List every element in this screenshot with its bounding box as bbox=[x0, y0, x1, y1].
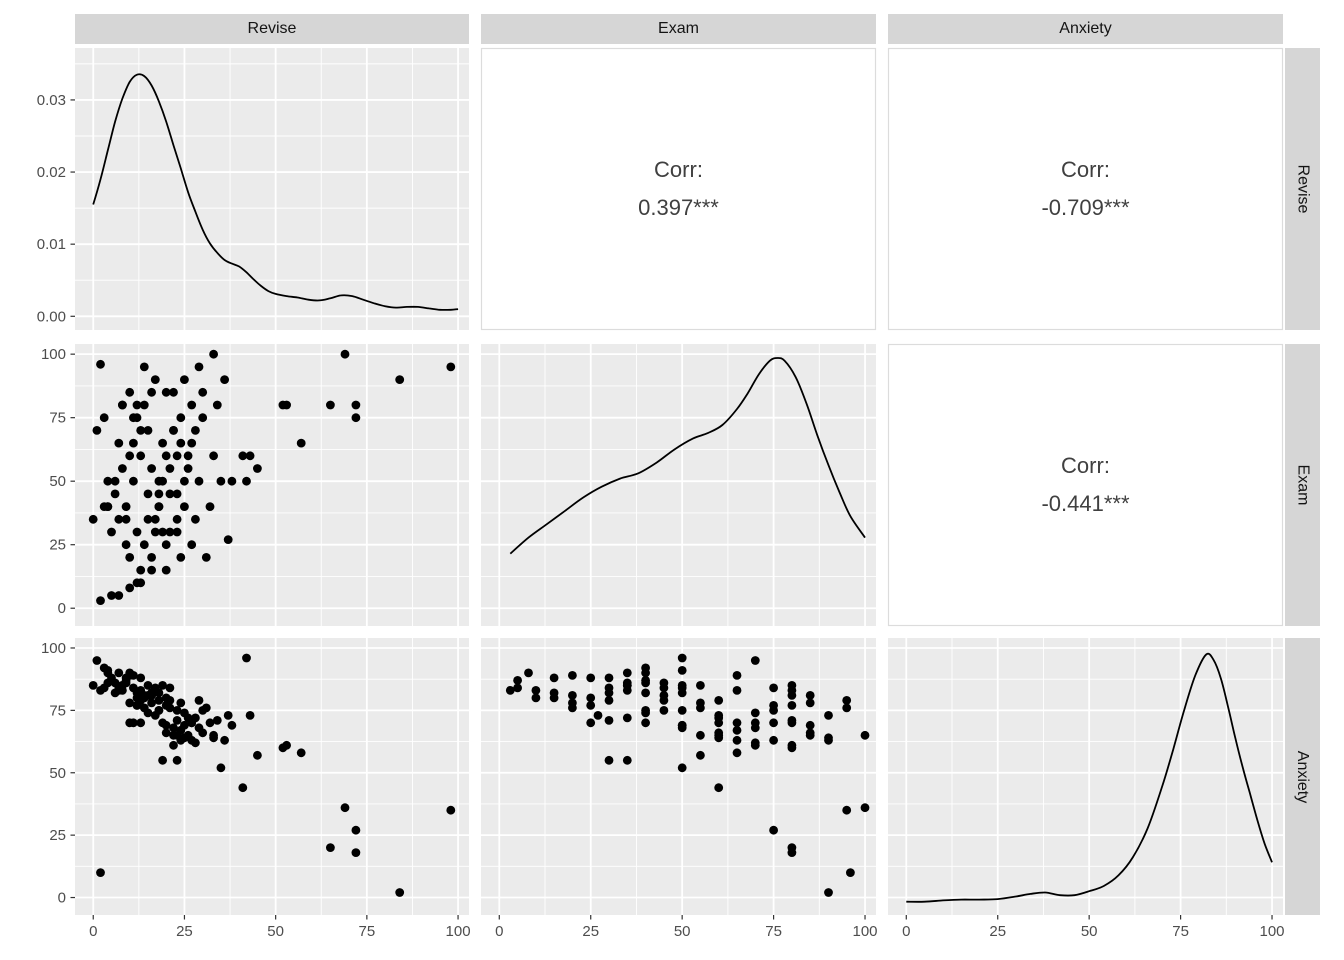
scatter-anxiety-vs-revise bbox=[88, 653, 456, 897]
svg-text:25: 25 bbox=[989, 923, 1006, 940]
scatter-anxiety-vs-exam bbox=[505, 653, 870, 897]
strip-right-anxiety-label: Anxiety bbox=[1294, 750, 1312, 803]
corr-label: Corr: bbox=[1061, 157, 1110, 182]
corr-value: -0.709*** bbox=[1041, 195, 1130, 220]
svg-text:0.02: 0.02 bbox=[37, 164, 66, 181]
svg-text:50: 50 bbox=[1081, 923, 1098, 940]
svg-text:0.03: 0.03 bbox=[37, 92, 66, 109]
svg-text:50: 50 bbox=[49, 473, 66, 490]
strip-right-anxiety: Anxiety bbox=[1285, 638, 1320, 915]
strip-top-revise-label: Revise bbox=[247, 20, 297, 37]
svg-text:75: 75 bbox=[359, 923, 376, 940]
svg-text:0: 0 bbox=[902, 923, 910, 940]
svg-text:0: 0 bbox=[58, 890, 66, 907]
svg-text:50: 50 bbox=[49, 765, 66, 782]
density-exam-curve bbox=[509, 357, 866, 555]
svg-text:100: 100 bbox=[1260, 923, 1285, 940]
scatter-exam-vs-revise bbox=[88, 349, 456, 605]
svg-text:50: 50 bbox=[674, 923, 691, 940]
axis-tick-marks bbox=[70, 99, 1273, 920]
corr-value: -0.441*** bbox=[1041, 491, 1130, 516]
corr-label: Corr: bbox=[654, 157, 703, 182]
svg-text:100: 100 bbox=[41, 346, 66, 363]
svg-text:100: 100 bbox=[853, 923, 878, 940]
svg-text:100: 100 bbox=[446, 923, 471, 940]
strip-top-exam-label: Exam bbox=[658, 20, 699, 37]
strip-top-anxiety: Anxiety bbox=[888, 14, 1283, 44]
svg-text:0: 0 bbox=[495, 923, 503, 940]
strip-top-revise: Revise bbox=[75, 14, 469, 44]
density-anxiety-curve bbox=[906, 652, 1273, 903]
svg-text:75: 75 bbox=[1172, 923, 1189, 940]
corr-value: 0.397*** bbox=[638, 195, 719, 220]
strip-top-exam: Exam bbox=[481, 14, 876, 44]
corr-panel-revise-exam: Corr: 0.397*** bbox=[481, 48, 876, 330]
svg-text:0.00: 0.00 bbox=[37, 308, 66, 325]
svg-text:0: 0 bbox=[58, 600, 66, 617]
strip-right-exam-label: Exam bbox=[1294, 464, 1312, 506]
svg-text:75: 75 bbox=[49, 702, 66, 719]
svg-text:0.01: 0.01 bbox=[37, 236, 66, 253]
strip-right-exam: Exam bbox=[1285, 344, 1320, 626]
svg-text:75: 75 bbox=[49, 410, 66, 427]
strip-top-anxiety-label: Anxiety bbox=[1059, 20, 1112, 37]
svg-text:25: 25 bbox=[49, 827, 66, 844]
strip-right-revise-label: Revise bbox=[1294, 164, 1312, 214]
strip-right-revise: Revise bbox=[1285, 48, 1320, 330]
axis-tick-labels: 0.00 0.01 0.02 0.03 0 25 50 75 100 0 25 50 75 100 0 25 5… bbox=[37, 92, 1285, 940]
corr-label: Corr: bbox=[1061, 453, 1110, 478]
corr-panel-revise-anxiety: Corr: -0.709*** bbox=[888, 48, 1283, 330]
svg-text:0: 0 bbox=[89, 923, 97, 940]
svg-text:75: 75 bbox=[765, 923, 782, 940]
svg-text:25: 25 bbox=[176, 923, 193, 940]
svg-text:25: 25 bbox=[582, 923, 599, 940]
corr-panel-backgrounds bbox=[480, 47, 1284, 627]
svg-text:100: 100 bbox=[41, 640, 66, 657]
density-revise-curve bbox=[92, 73, 459, 311]
svg-text:25: 25 bbox=[49, 537, 66, 554]
svg-text:50: 50 bbox=[267, 923, 284, 940]
corr-panel-exam-anxiety: Corr: -0.441*** bbox=[888, 344, 1283, 626]
